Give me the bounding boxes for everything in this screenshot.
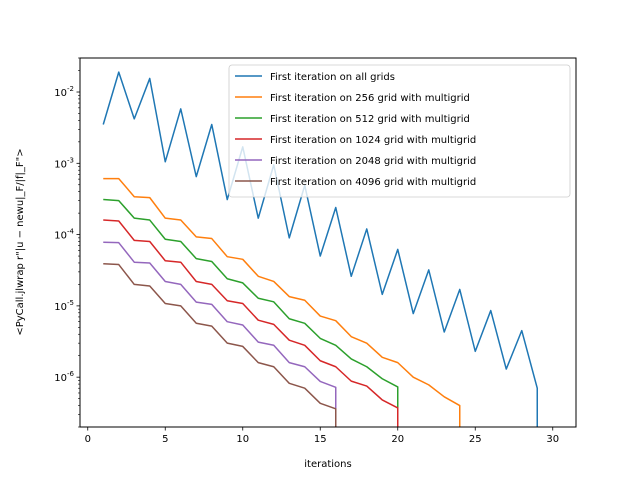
x-tick-label: 0 [85, 434, 91, 445]
y-axis-ticks: 10-210-310-410-510-6 [54, 57, 80, 428]
x-tick-label: 10 [236, 434, 249, 445]
x-axis-ticks: 0 5 10 15 20 25 30 [85, 427, 559, 445]
series-line-4 [103, 219, 399, 427]
legend-label-6: First iteration on 4096 grid with multig… [270, 177, 476, 188]
x-axis-label: iterations [304, 459, 351, 470]
x-tick-label: 25 [469, 434, 482, 445]
legend-label-3: First iteration on 512 grid with multigr… [270, 114, 470, 125]
series-line-5 [103, 241, 337, 427]
x-tick-label: 15 [314, 434, 327, 445]
series-line-3 [103, 198, 399, 427]
legend: First iteration on all grids First iterat… [228, 64, 571, 198]
legend-label-4: First iteration on 1024 grid with multig… [270, 135, 476, 146]
legend-box [228, 64, 571, 198]
series-line-2 [103, 177, 461, 427]
y-axis-label: <PyCall.jlwrap r"|u − newu|_F/|f|_F"> [15, 148, 26, 335]
x-tick-label: 30 [546, 434, 559, 445]
plot-frame [79, 57, 577, 428]
series-layer [102, 71, 538, 427]
x-tick-label: 20 [391, 434, 404, 445]
x-tick-label: 5 [162, 434, 168, 445]
legend-label-1: First iteration on all grids [270, 72, 395, 83]
legend-label-5: First iteration on 2048 grid with multig… [270, 156, 476, 167]
legend-label-2: First iteration on 256 grid with multigr… [270, 93, 470, 104]
series-line-6 [103, 263, 337, 427]
series-line-1 [102, 71, 538, 427]
